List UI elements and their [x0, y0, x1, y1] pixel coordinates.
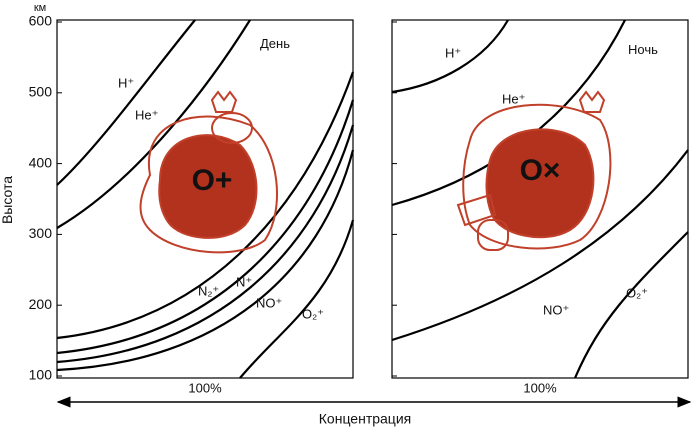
- ion-label: NO⁺: [256, 295, 282, 310]
- main-ion: O×: [520, 154, 561, 187]
- main-ion: O+: [192, 164, 233, 197]
- ion-label: He⁺: [135, 107, 158, 122]
- ion-label: O₂⁺: [302, 306, 324, 321]
- curve: [56, 19, 196, 186]
- ion-label: N⁺: [236, 274, 252, 289]
- curve: [391, 149, 689, 342]
- y-axis-title: Высота: [0, 176, 15, 224]
- curve: [56, 19, 251, 229]
- boundary-curves: [56, 19, 355, 379]
- x-label: 100%: [523, 380, 557, 395]
- ion-label: H⁺: [118, 75, 134, 90]
- panel-label: Ночь: [628, 42, 658, 57]
- curve: [56, 124, 355, 364]
- curve: [56, 71, 355, 340]
- y-tick-label: 200: [29, 296, 53, 312]
- y-tick-label: 600: [29, 13, 53, 29]
- y-tick-label: 100: [29, 367, 53, 383]
- y-tick-label: 400: [29, 154, 53, 170]
- ion-label: N₂⁺: [198, 283, 219, 298]
- y-ticks: 600 500 400 300 200 100: [29, 13, 397, 383]
- x-label: 100%: [188, 380, 222, 395]
- cartoon: [139, 90, 278, 254]
- x-axis-title: Концентрация: [319, 411, 411, 427]
- y-tick-label: 500: [29, 84, 53, 100]
- curve: [391, 19, 509, 94]
- curve: [56, 99, 355, 355]
- ion-label: NO⁺: [543, 302, 569, 317]
- curve: [573, 231, 689, 379]
- curve: [56, 149, 355, 372]
- curve: [239, 219, 355, 379]
- ion-label: O₂⁺: [626, 285, 648, 300]
- y-unit: км: [34, 2, 46, 14]
- y-tick-label: 300: [29, 225, 53, 241]
- panel-label: День: [260, 36, 290, 51]
- panel-frame: [56, 19, 354, 379]
- ion-label: He⁺: [502, 91, 525, 106]
- cartoon: [456, 90, 612, 251]
- ion-label: H⁺: [445, 45, 461, 60]
- panel-frame: [391, 19, 689, 379]
